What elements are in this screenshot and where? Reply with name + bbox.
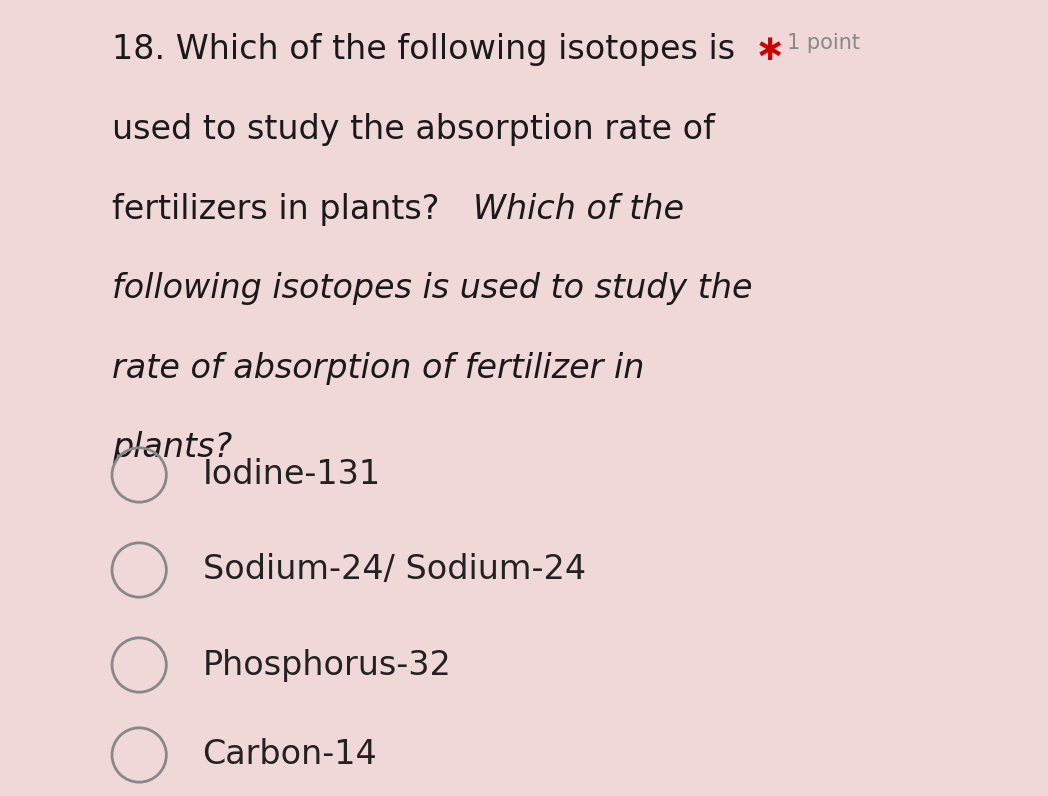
- Text: used to study the absorption rate of: used to study the absorption rate of: [112, 113, 715, 146]
- Text: 18. Which of the following isotopes is: 18. Which of the following isotopes is: [112, 33, 735, 66]
- Text: Iodine-131: Iodine-131: [202, 458, 380, 491]
- Text: Which of the: Which of the: [474, 193, 684, 225]
- Text: Phosphorus-32: Phosphorus-32: [202, 649, 452, 681]
- Text: Carbon-14: Carbon-14: [202, 739, 377, 771]
- Text: plants?: plants?: [112, 431, 233, 464]
- Text: following isotopes is used to study the: following isotopes is used to study the: [112, 272, 752, 305]
- Text: Sodium-24/ Sodium-24: Sodium-24/ Sodium-24: [202, 553, 586, 587]
- Text: ∗: ∗: [755, 33, 785, 68]
- Text: 1 point: 1 point: [787, 33, 859, 53]
- Text: rate of absorption of fertilizer in: rate of absorption of fertilizer in: [112, 352, 645, 384]
- Text: fertilizers in plants?: fertilizers in plants?: [112, 193, 483, 225]
